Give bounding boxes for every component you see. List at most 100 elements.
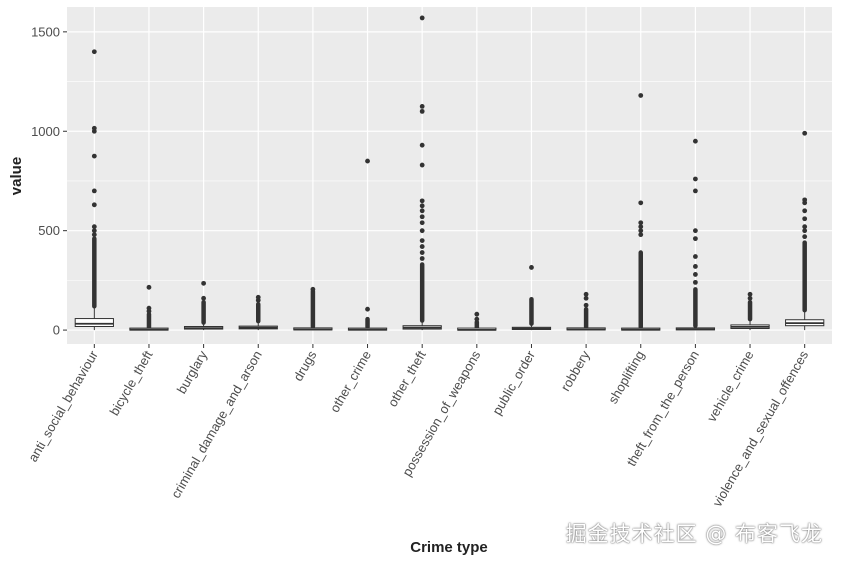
box-bicycle_theft [129,284,169,331]
box-possession_of_weapons [457,311,497,331]
outlier-point [146,305,152,311]
outlier-point [91,232,97,238]
outlier-point [91,188,97,194]
outlier-point [419,250,425,255]
x-tick-label: bicycle_theft [106,348,155,418]
x-tick-label: shoplifting [605,348,647,406]
outlier-point [419,228,425,234]
outlier-point [638,224,644,230]
outlier-point [638,200,644,206]
x-tick-label: drugs [290,348,319,384]
y-tick-label: 1500 [31,24,60,39]
outlier-point [802,216,808,222]
outlier-point [692,264,698,269]
outlier-point [419,198,425,204]
x-tick-label: criminal_damage_and_arson [168,348,265,501]
outlier-point [692,279,698,285]
box-shoplifting [621,93,661,331]
outlier-point [201,280,207,286]
outlier-point [365,306,370,312]
x-axis-title: Crime type [410,539,488,556]
y-tick-label: 0 [53,323,60,338]
y-tick-label: 1000 [31,124,60,139]
plot-panel [67,7,832,344]
outlier-point [419,238,425,244]
x-tick-label: vehicle_crime [704,348,757,424]
outlier-point [419,142,425,148]
outlier-point [692,236,698,242]
outlier-point [802,224,808,230]
outlier-point [692,188,698,194]
box-robbery [566,291,606,331]
x-tick-label: public_order [489,347,538,417]
x-tick-label: other_theft [385,348,429,410]
box-iqr [74,318,114,328]
y-axis-title: value [8,157,25,195]
outlier-point [419,104,425,109]
outlier-point [419,203,425,209]
x-tick-label: robbery [558,348,593,394]
outlier-point [583,291,589,297]
outlier-point [91,224,97,230]
outlier-point [91,228,97,234]
outlier-point [638,220,644,226]
outlier-point [802,130,808,136]
outlier-point [638,93,644,98]
x-tick-label: other_crime [327,348,374,415]
outlier-point [802,228,808,234]
outlier-point [419,162,425,168]
outlier-point [692,254,698,259]
outlier-point [419,256,425,261]
grid-minor [67,81,832,281]
y-tick-label: 500 [38,223,60,238]
outlier-point [91,125,97,131]
x-tick-label: burglary [174,348,211,397]
outlier-point [474,311,480,317]
outlier-point [91,153,97,159]
outlier-point [255,294,261,300]
outlier-point [310,286,316,292]
x-tick-label: violence_and_sexual_offences [709,348,811,510]
outlier-point [802,197,808,203]
outlier-point [419,108,425,114]
watermark: 掘金技术社区 @ 布客飞龙 [565,522,823,546]
box-layer [74,15,825,331]
outlier-point [91,49,97,55]
box-vehicle_crime [730,291,770,331]
box-other_theft [402,15,442,331]
outlier-point [419,244,425,249]
outlier-point [419,15,425,21]
box-burglary [183,280,224,331]
outlier-point [419,208,425,214]
outlier-point [529,265,534,270]
outlier-point [583,302,589,308]
y-axis: 0 500 1000 1500 [31,24,67,338]
box-theft_from_the_person [675,138,716,331]
outlier-point [419,214,425,220]
box-violence_and_sexual_offences [785,130,825,331]
outlier-point [474,316,480,322]
outlier-point [419,220,425,226]
box-drugs [293,286,333,331]
outlier-point [201,295,207,301]
outlier-point [802,234,808,240]
outlier-point [583,295,589,301]
outlier-point [747,295,753,301]
outlier-point [747,291,753,297]
outlier-point [91,202,97,208]
box-public_order [511,265,552,331]
box-anti_social_behaviour [74,49,114,331]
box-other_crime [347,158,388,331]
outlier-point [692,138,698,144]
outlier-point [365,158,370,164]
x-tick-label: anti_social_behaviour [25,347,101,464]
outlier-point [692,272,698,277]
outlier-point [692,176,698,182]
outlier-point [802,208,808,214]
outlier-point [638,228,644,234]
outlier-point [146,284,152,290]
box-criminal_damage_and_arson [238,294,278,331]
x-axis: anti_social_behaviour bicycle_theft burgla… [25,344,812,510]
outlier-point [692,228,698,234]
